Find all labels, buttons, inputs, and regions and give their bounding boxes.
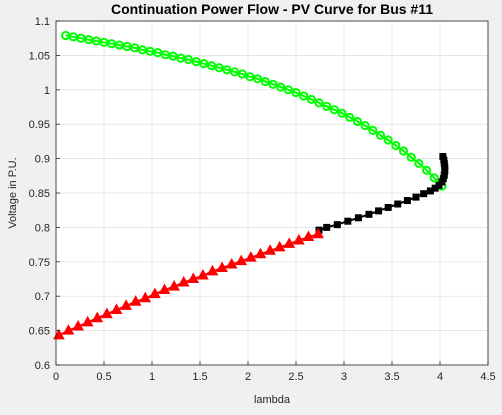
series-3-line xyxy=(58,233,319,337)
x-axis-label: lambda xyxy=(254,394,291,406)
y-tick-label: 0.85 xyxy=(29,188,50,200)
data-point-triangle xyxy=(245,251,257,262)
grid-lines xyxy=(55,20,489,366)
data-point-square xyxy=(323,223,331,231)
data-point-circle xyxy=(337,108,347,118)
y-tick-label: 0.95 xyxy=(29,119,50,131)
data-point-triangle xyxy=(129,295,142,306)
data-point-triangle xyxy=(110,303,123,314)
data-point-triangle xyxy=(81,315,94,327)
data-point-triangle xyxy=(302,230,315,242)
y-tick-label: 1.1 xyxy=(35,16,50,28)
data-point-triangle xyxy=(254,247,267,259)
x-tick-label: 2 xyxy=(245,371,251,383)
data-point-circle xyxy=(421,165,432,175)
data-point-circle xyxy=(299,91,309,101)
data-point-circle xyxy=(253,74,263,84)
data-point-circle xyxy=(345,112,355,122)
data-point-triangle xyxy=(139,291,152,303)
data-point-triangle xyxy=(197,269,209,280)
y-tick-label: 0.6 xyxy=(35,360,50,372)
data-point-circle xyxy=(283,85,293,95)
data-point-triangle xyxy=(216,261,228,272)
data-point-triangle xyxy=(168,280,180,291)
data-point-square xyxy=(344,217,352,225)
x-tick-label: 3.5 xyxy=(384,371,399,383)
data-point-triangle xyxy=(235,254,248,266)
data-point-triangle xyxy=(177,275,190,287)
data-point-triangle xyxy=(312,227,324,239)
data-point-circle xyxy=(391,140,401,151)
y-tick-label: 1.05 xyxy=(29,50,50,62)
data-point-square xyxy=(354,214,362,222)
data-series xyxy=(53,30,449,340)
x-tick-label: 4.5 xyxy=(480,371,495,383)
data-point-circle xyxy=(329,105,339,115)
x-tick-label: 1 xyxy=(149,371,155,383)
data-point-triangle xyxy=(225,258,238,269)
y-tick-label: 0.8 xyxy=(35,222,50,234)
x-tick-label: 4 xyxy=(437,371,443,383)
y-tick-label: 0.75 xyxy=(29,257,50,269)
data-point-triangle xyxy=(91,311,104,323)
data-point-circle xyxy=(291,87,301,98)
axis-ticks: 0 0.5 1 1.5 2 2.5 3 3.5 4 4.5 0.6 0.65 0.7 0.75 0.8 0.8… xyxy=(29,16,496,383)
data-point-triangle xyxy=(273,240,286,252)
data-point-circle xyxy=(368,125,378,135)
data-point-triangle xyxy=(264,244,276,255)
data-point-triangle xyxy=(62,324,75,335)
chart-title: Continuation Power Flow - PV Curve for B… xyxy=(111,1,433,17)
data-point-circle xyxy=(276,82,286,92)
data-point-triangle xyxy=(149,287,161,299)
data-point-square xyxy=(412,193,420,201)
data-point-circle xyxy=(406,152,416,162)
data-point-triangle xyxy=(283,237,296,248)
data-point-square xyxy=(375,207,383,215)
data-point-triangle xyxy=(293,233,305,245)
data-point-circle xyxy=(398,146,409,156)
y-axis-label: Voltage in P.U. xyxy=(7,157,19,228)
x-tick-label: 0 xyxy=(53,371,59,383)
y-tick-label: 0.65 xyxy=(29,326,50,338)
data-point-circle xyxy=(268,79,278,89)
x-tick-label: 1.5 xyxy=(192,371,207,383)
data-point-circle xyxy=(314,98,324,108)
data-point-circle xyxy=(360,120,370,131)
data-point-square xyxy=(403,197,411,205)
y-tick-label: 0.9 xyxy=(35,154,50,166)
data-point-square xyxy=(365,210,373,218)
data-point-circle xyxy=(383,135,393,145)
x-tick-label: 0.5 xyxy=(96,371,111,383)
data-point-circle xyxy=(260,76,270,87)
data-point-square xyxy=(426,187,434,195)
data-point-square xyxy=(394,200,402,208)
data-point-circle xyxy=(322,101,332,111)
data-point-circle xyxy=(375,130,386,140)
data-point-triangle xyxy=(206,264,219,276)
data-point-circle xyxy=(414,158,424,169)
data-point-circle xyxy=(352,116,363,127)
data-point-square xyxy=(420,190,428,198)
y-tick-label: 1 xyxy=(44,85,50,97)
data-point-triangle xyxy=(187,272,200,283)
data-point-triangle xyxy=(72,319,84,331)
data-point-square xyxy=(384,203,392,211)
x-tick-label: 3 xyxy=(341,371,347,383)
data-point-circle xyxy=(429,173,439,183)
x-tick-label: 2.5 xyxy=(288,371,303,383)
y-tick-label: 0.7 xyxy=(35,291,50,303)
data-point-circle xyxy=(306,94,316,105)
data-point-triangle xyxy=(101,307,113,319)
data-point-circle xyxy=(237,69,247,79)
data-point-triangle xyxy=(120,299,132,310)
data-point-square xyxy=(333,221,341,229)
data-point-triangle xyxy=(158,283,171,295)
